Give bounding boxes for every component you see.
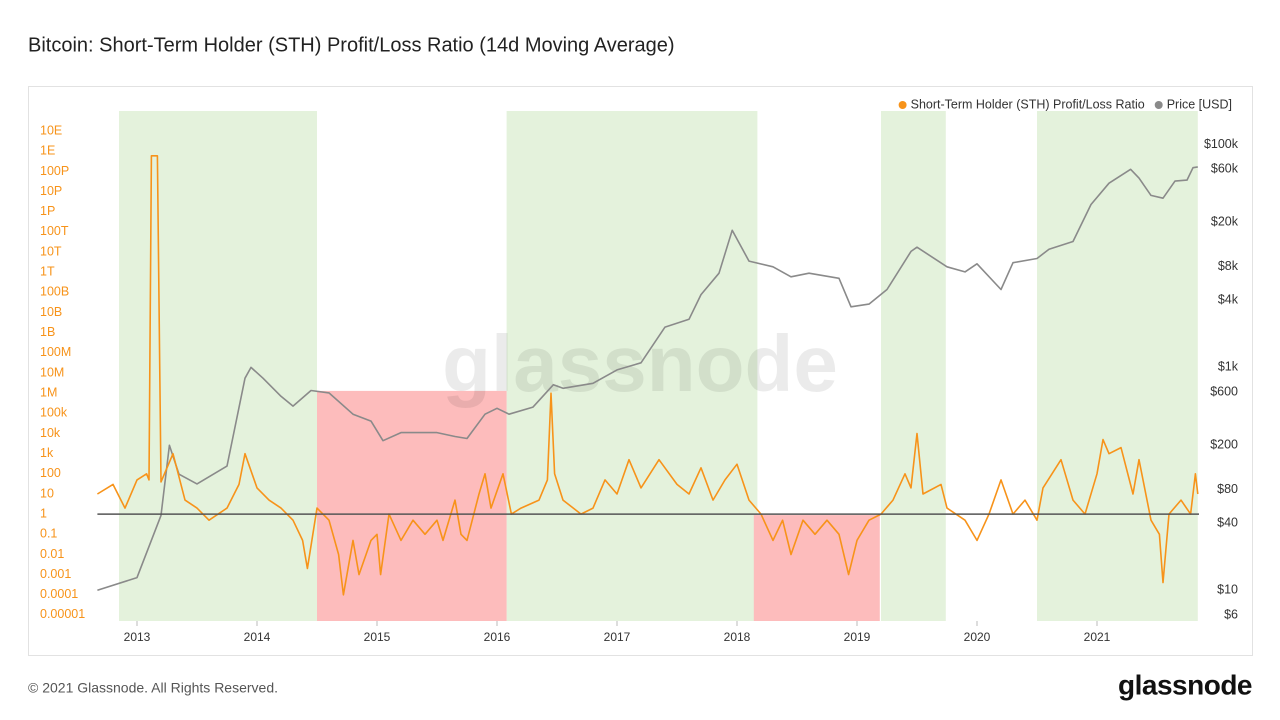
x-tick-label: 2013 <box>124 630 151 644</box>
y-tick-label: 1B <box>40 325 55 339</box>
x-tick-label: 2017 <box>604 630 631 644</box>
y-tick-label: 100P <box>40 164 69 178</box>
y2-tick-label: $20k <box>1211 215 1239 229</box>
legend-swatch <box>898 101 907 109</box>
y-tick-label: 10M <box>40 365 64 379</box>
y-tick-label: 1E <box>40 144 55 158</box>
y-tick-label: 10E <box>40 123 62 137</box>
y-tick-label: 0.1 <box>40 527 57 541</box>
legend-label: Price [USD] <box>1167 97 1232 111</box>
highlight-region <box>1037 111 1198 621</box>
y2-tick-label: $600 <box>1210 384 1238 398</box>
series-line <box>96 155 1199 596</box>
plot-layer: 10E 1E 100P 10P 1P 100T 10T 1T 100B 10B 1B 100M 10M 1… <box>40 97 1239 644</box>
y-tick-label: 100k <box>40 406 68 420</box>
y-tick-label: 100T <box>40 224 69 238</box>
y-tick-label: 10B <box>40 305 62 319</box>
y-tick-label: 0.01 <box>40 547 64 561</box>
y2-tick-label: $200 <box>1210 438 1238 452</box>
y-tick-label: 1M <box>40 385 57 399</box>
highlight-region <box>119 111 317 621</box>
y-tick-label: 10k <box>40 426 61 440</box>
logo: glassnode <box>1118 669 1252 700</box>
chart-frame <box>28 86 1253 656</box>
y2-tick-label: $8k <box>1218 259 1239 273</box>
y2-tick-label: $80 <box>1217 482 1238 496</box>
y2-tick-label: $6 <box>1224 607 1238 621</box>
highlight-region <box>881 111 946 621</box>
legend-swatch <box>1154 101 1163 109</box>
y2-tick-label: $60k <box>1211 162 1239 176</box>
y-tick-label: 10P <box>40 184 62 198</box>
legend-label: Short-Term Holder (STH) Profit/Loss Rati… <box>911 97 1145 111</box>
y2-tick-label: $100k <box>1204 137 1239 151</box>
footer: © 2021 Glassnode. All Rights Reserved. <box>28 680 278 696</box>
y2-tick-label: $4k <box>1218 293 1239 307</box>
x-tick-label: 2015 <box>364 630 391 644</box>
x-tick-label: 2020 <box>964 630 991 644</box>
y-tick-label: 0.00001 <box>40 607 85 621</box>
y-tick-label: 100 <box>40 466 61 480</box>
y-tick-label: 10T <box>40 244 62 258</box>
y-tick-label: 100M <box>40 345 71 359</box>
highlight-layer <box>119 111 1198 621</box>
y2-tick-label: $40 <box>1217 515 1238 529</box>
y-tick-label: 1P <box>40 204 55 218</box>
y2-tick-label: $10 <box>1217 583 1238 597</box>
x-tick-label: 2021 <box>1084 630 1111 644</box>
x-tick-label: 2018 <box>724 630 751 644</box>
x-tick-label: 2016 <box>484 630 511 644</box>
y-tick-label: 1k <box>40 446 54 460</box>
x-tick-label: 2014 <box>244 630 271 644</box>
series-line <box>97 166 1198 592</box>
y-tick-label: 0.0001 <box>40 587 78 601</box>
y2-tick-label: $1k <box>1218 360 1239 374</box>
chart-title: Bitcoin: Short-Term Holder (STH) Profit/… <box>28 34 675 56</box>
y-tick-label: 0.001 <box>40 567 71 581</box>
highlight-region <box>317 390 507 621</box>
y-tick-label: 10 <box>40 486 54 500</box>
y-tick-label: 100B <box>40 285 69 299</box>
y-tick-label: 1 <box>40 506 47 520</box>
x-tick-label: 2019 <box>844 630 871 644</box>
y-tick-label: 1T <box>40 265 55 279</box>
